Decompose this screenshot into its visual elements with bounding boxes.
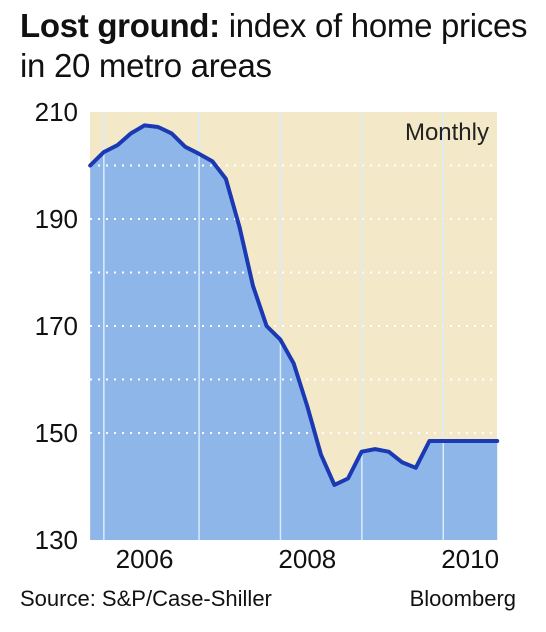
- series-line: [88, 123, 500, 487]
- y-tick-label: 210: [35, 97, 78, 127]
- y-tick-label: 130: [35, 525, 78, 555]
- x-tick-label: 2006: [116, 544, 174, 574]
- annotation-monthly: Monthly: [405, 119, 489, 146]
- source-note: Source: S&P/Case-Shiller: [20, 586, 272, 611]
- y-tick-label: 190: [35, 204, 78, 234]
- y-tick-label: 150: [35, 418, 78, 448]
- x-tick-label: 2010: [441, 544, 499, 574]
- title-rest: index of home prices in 20 metro areas: [20, 7, 528, 84]
- x-tick-label: 2008: [278, 544, 336, 574]
- credit-note: Bloomberg: [409, 586, 516, 611]
- chart-title: Lost ground: index of home prices in 20 …: [20, 6, 530, 86]
- area-fill: [90, 125, 498, 541]
- y-tick-label: 170: [35, 311, 78, 341]
- title-bold: Lost ground:: [20, 7, 220, 44]
